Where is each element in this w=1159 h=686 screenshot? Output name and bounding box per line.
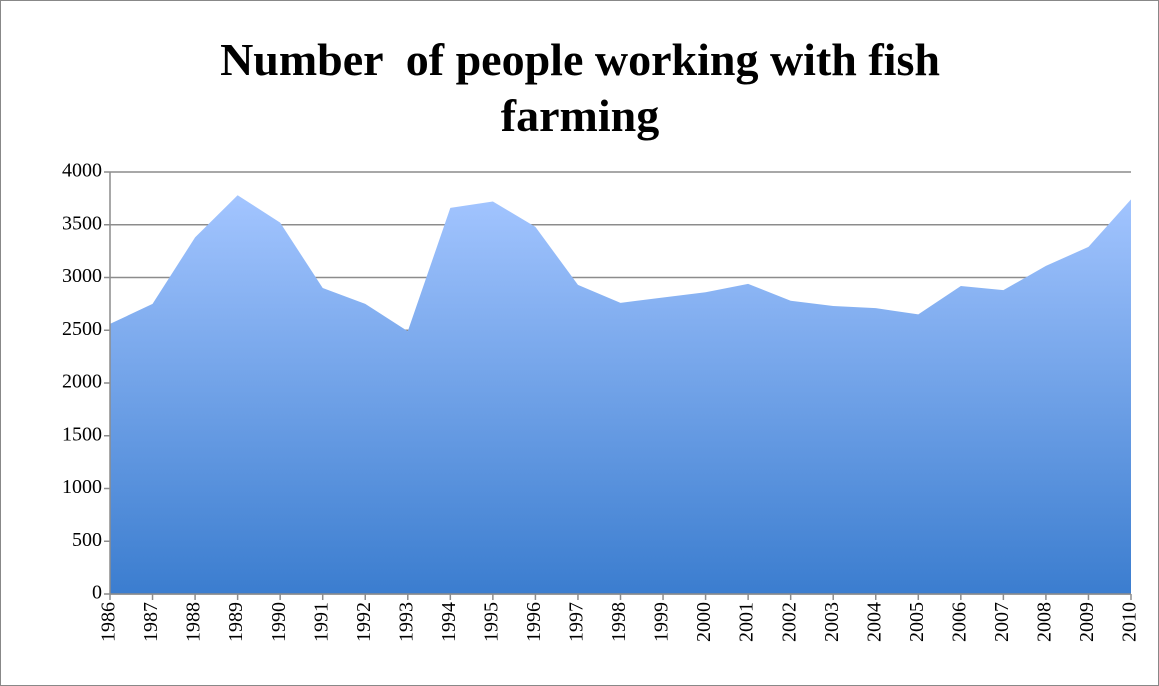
x-tick-label: 1995 xyxy=(480,602,502,642)
y-tick-label: 0 xyxy=(92,582,102,604)
x-tick-label: 2002 xyxy=(778,602,800,642)
x-tick-label: 2004 xyxy=(863,602,885,642)
y-tick-label: 2500 xyxy=(62,318,102,340)
x-tick-label: 2009 xyxy=(1076,602,1098,642)
x-tick-label: 1999 xyxy=(651,602,673,642)
chart-title: Number of people working with fish farmi… xyxy=(220,34,952,141)
x-tick-label: 1991 xyxy=(310,602,332,642)
x-tick-label: 1992 xyxy=(353,602,375,642)
x-tick-label: 1994 xyxy=(438,602,460,642)
y-tick-label: 3000 xyxy=(62,265,102,287)
x-tick-label: 2005 xyxy=(906,602,928,642)
x-tick-label: 1988 xyxy=(183,602,205,642)
x-tick-label: 2008 xyxy=(1034,602,1056,642)
x-tick-label: 2006 xyxy=(948,602,970,642)
x-tick-label: 1989 xyxy=(225,602,247,642)
area xyxy=(110,195,1131,594)
y-tick-label: 4000 xyxy=(62,160,102,182)
x-tick-label: 2000 xyxy=(693,602,715,642)
y-tick-label: 1000 xyxy=(62,476,102,498)
y-tick-label: 2000 xyxy=(62,371,102,393)
x-tick-label: 1997 xyxy=(566,602,588,642)
x-tick-label: 1986 xyxy=(98,602,120,642)
x-tick-label: 2003 xyxy=(821,602,843,642)
x-tick-label: 1990 xyxy=(268,602,290,642)
x-tick-label: 1993 xyxy=(395,602,417,642)
x-tick-label: 2001 xyxy=(736,602,758,642)
x-tick-label: 2007 xyxy=(991,602,1013,642)
x-tick-label: 1987 xyxy=(140,602,162,642)
x-tick-label: 1998 xyxy=(608,602,630,642)
x-tick-label: 1996 xyxy=(523,602,545,642)
y-tick-label: 3500 xyxy=(62,212,102,234)
y-tick-label: 500 xyxy=(72,529,102,551)
y-tick-label: 1500 xyxy=(62,423,102,445)
x-tick-label: 2010 xyxy=(1119,602,1141,642)
